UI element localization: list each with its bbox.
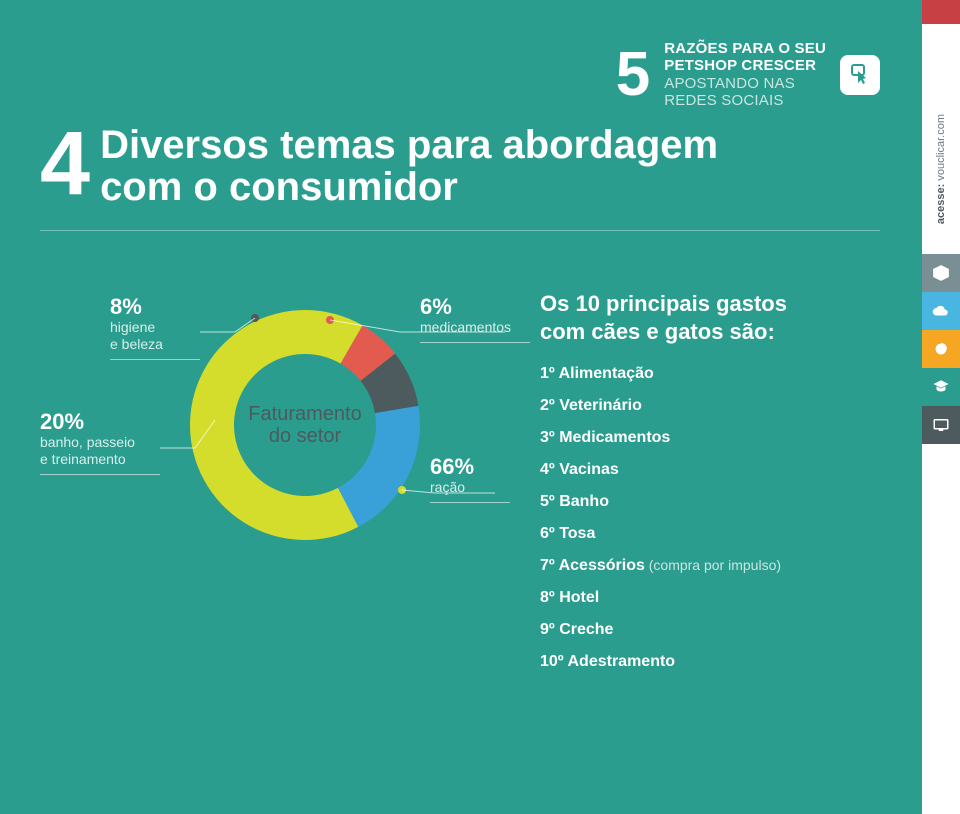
header-line2: PETSHOP CRESCER: [664, 57, 826, 74]
ranking-item: 8º Hotel: [540, 589, 880, 607]
right-sidebar: acesse: vouclicar.com: [922, 0, 960, 814]
donut-chart: Faturamento do setor 8% higiene e beleza…: [40, 290, 510, 690]
header-line1: RAZÕES PARA O SEU: [664, 40, 826, 57]
desc-higiene-l1: higiene: [110, 319, 200, 336]
ranking-item-label: 5º Banho: [540, 493, 609, 510]
pct-racao: 66%: [430, 455, 510, 479]
ranking-item-label: 8º Hotel: [540, 589, 599, 606]
ranking-item-label: 9º Creche: [540, 621, 613, 638]
ball-icon[interactable]: [922, 330, 960, 368]
pct-higiene: 8%: [110, 295, 200, 319]
cloud-icon[interactable]: [922, 292, 960, 330]
desc-higiene-l2: e beleza: [110, 336, 200, 353]
box-icon[interactable]: [922, 254, 960, 292]
ranking-item-label: 6º Tosa: [540, 525, 595, 542]
desc-banho-l2: e treinamento: [40, 451, 160, 468]
ranking-item: 4º Vacinas: [540, 461, 880, 479]
ranking-list: 1º Alimentação 2º Veterinário 3º Medicamen…: [540, 365, 880, 671]
ranking-item-label: 3º Medicamentos: [540, 429, 670, 446]
header-line4: REDES SOCIAIS: [664, 92, 826, 109]
ranking-item-label: 7º Acessórios: [540, 557, 645, 574]
content-row: Faturamento do setor 8% higiene e beleza…: [40, 290, 880, 690]
ranking-item-note: (compra por impulso): [645, 557, 781, 573]
ranking-block: Os 10 principais gastos com cães e gatos…: [510, 290, 880, 690]
ranking-item: 10º Adestramento: [540, 653, 880, 671]
desc-banho-l1: banho, passeio: [40, 434, 160, 451]
title-line1: Diversos temas para abordagem: [100, 124, 718, 166]
ranking-item: 1º Alimentação: [540, 365, 880, 383]
sidebar-vtext: vouclicar.com: [935, 114, 947, 181]
header-line3: APOSTANDO NAS: [664, 75, 826, 92]
page-title: Diversos temas para abordagem com o cons…: [100, 124, 718, 208]
ranking-title-l1: Os 10 principais gastos: [540, 291, 787, 316]
ranking-title: Os 10 principais gastos com cães e gatos…: [540, 290, 880, 345]
ranking-item: 5º Banho: [540, 493, 880, 511]
pct-banho: 20%: [40, 410, 160, 434]
header-numeral: 5: [616, 44, 650, 106]
pct-med: 6%: [420, 295, 530, 319]
ranking-title-l2: com cães e gatos são:: [540, 319, 775, 344]
ranking-item: 2º Veterinário: [540, 397, 880, 415]
segment-label-banho: 20% banho, passeio e treinamento: [40, 410, 160, 475]
segment-label-medicamentos: 6% medicamentos: [420, 295, 530, 343]
brand-header: 5 RAZÕES PARA O SEU PETSHOP CRESCER APOS…: [616, 40, 880, 109]
ranking-item: 9º Creche: [540, 621, 880, 639]
screen-icon[interactable]: [922, 406, 960, 444]
page-title-block: 4 Diversos temas para abordagem com o co…: [40, 124, 718, 208]
title-line2: com o consumidor: [100, 166, 718, 208]
title-numeral: 4: [40, 124, 90, 205]
ranking-item-label: 4º Vacinas: [540, 461, 619, 478]
ranking-item: 7º Acessórios (compra por impulso): [540, 557, 880, 575]
sidebar-accent: [922, 0, 960, 24]
title-underline: [40, 230, 880, 231]
sidebar-vtext-bold: acesse:: [935, 184, 947, 224]
header-copy: RAZÕES PARA O SEU PETSHOP CRESCER APOSTA…: [664, 40, 826, 109]
graduation-icon[interactable]: [922, 368, 960, 406]
ranking-item-label: 2º Veterinário: [540, 397, 642, 414]
segment-label-higiene: 8% higiene e beleza: [110, 295, 200, 360]
sidebar-icons: [922, 254, 960, 444]
sidebar-url[interactable]: acesse: vouclicar.com: [935, 114, 947, 224]
ranking-item: 3º Medicamentos: [540, 429, 880, 447]
ranking-item: 6º Tosa: [540, 525, 880, 543]
desc-med: medicamentos: [420, 319, 530, 336]
desc-racao: ração: [430, 479, 510, 496]
click-icon: [840, 55, 880, 95]
ranking-item-label: 10º Adestramento: [540, 653, 675, 670]
segment-label-racao: 66% ração: [430, 455, 510, 503]
ranking-item-label: 1º Alimentação: [540, 365, 654, 382]
